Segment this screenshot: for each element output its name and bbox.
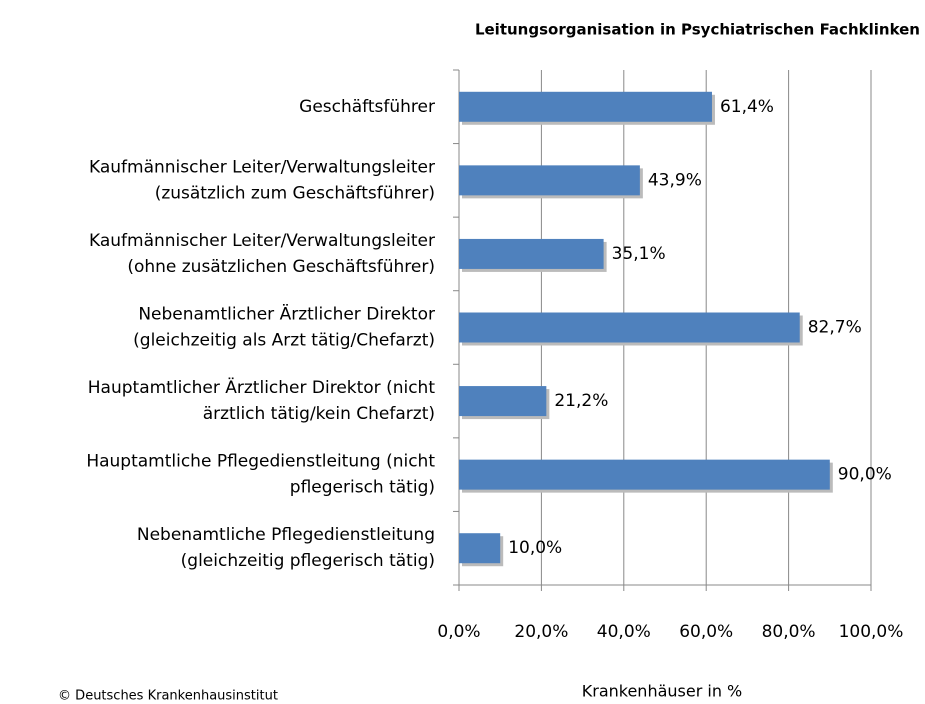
- bar: [459, 459, 830, 490]
- data-label: 43,9%: [648, 170, 702, 190]
- x-tick-label: 100,0%: [839, 622, 904, 642]
- y-tick-label: Hauptamtliche Pflegedienstleitung (nicht…: [86, 452, 435, 498]
- x-tick-label: 80,0%: [762, 622, 816, 642]
- y-tick-label-line: Kaufmännischer Leiter/Verwaltungsleiter: [89, 231, 435, 251]
- y-tick-label-line: Hauptamtlicher Ärztlicher Direktor (nich…: [88, 377, 436, 398]
- bar: [459, 165, 640, 196]
- source: © Deutsches Krankenhausinstitut: [58, 689, 278, 704]
- x-tick-label: 40,0%: [597, 622, 651, 642]
- bar: [459, 238, 604, 269]
- data-label: 90,0%: [838, 465, 892, 485]
- y-tick-label-line: (ohne zusätzlichen Geschäftsführer): [127, 257, 435, 277]
- x-tick-label: 60,0%: [679, 622, 733, 642]
- y-tick-label: Nebenamtliche Pflegedienstleitung (gleich…: [137, 525, 435, 571]
- y-tick-label-line: Hauptamtliche Pflegedienstleitung (nicht: [86, 452, 435, 472]
- y-tick-label: Kaufmännischer Leiter/Verwaltungsleiter (…: [89, 157, 435, 203]
- y-tick-label: Hauptamtlicher Ärztlicher Direktor (nich…: [88, 377, 436, 424]
- bar: [459, 312, 800, 343]
- data-label: 82,7%: [808, 318, 862, 338]
- data-label: 35,1%: [612, 244, 666, 264]
- y-tick-label-line: ärztlich tätig/kein Chefarzt): [203, 404, 435, 424]
- data-label: 61,4%: [720, 97, 774, 117]
- y-tick-label: Geschäftsführer: [299, 97, 435, 117]
- y-tick-label-line: (gleichzeitig als Arzt tätig/Chefarzt): [133, 331, 435, 351]
- data-label: 10,0%: [508, 538, 562, 558]
- x-tick-label: 0,0%: [437, 622, 480, 642]
- y-tick-label-line: (zusätzlich zum Geschäftsführer): [155, 183, 435, 203]
- y-tick-label: Kaufmännischer Leiter/Verwaltungsleiter (…: [89, 231, 435, 277]
- y-tick-label-line: pflegerisch tätig): [290, 478, 435, 498]
- y-tick-label-line: Geschäftsführer: [299, 97, 435, 117]
- x-tick-label: 20,0%: [514, 622, 568, 642]
- bar: [459, 533, 501, 564]
- y-tick-label-line: (gleichzeitig pflegerisch tätig): [181, 551, 435, 571]
- y-tick-label-line: Nebenamtlicher Ärztlicher Direktor: [138, 304, 435, 325]
- bar: [459, 91, 712, 122]
- y-tick-label-line: Kaufmännischer Leiter/Verwaltungsleiter: [89, 157, 435, 177]
- data-label: 21,2%: [554, 391, 608, 411]
- x-axis-label: Krankenhäuser in %: [582, 682, 743, 701]
- bar: [459, 386, 547, 417]
- chart-title: Leitungsorganisation in Psychiatrischen …: [475, 21, 920, 39]
- y-tick-label: Nebenamtlicher Ärztlicher Direktor (gleic…: [133, 304, 435, 351]
- y-tick-label-line: Nebenamtliche Pflegedienstleitung: [137, 525, 435, 545]
